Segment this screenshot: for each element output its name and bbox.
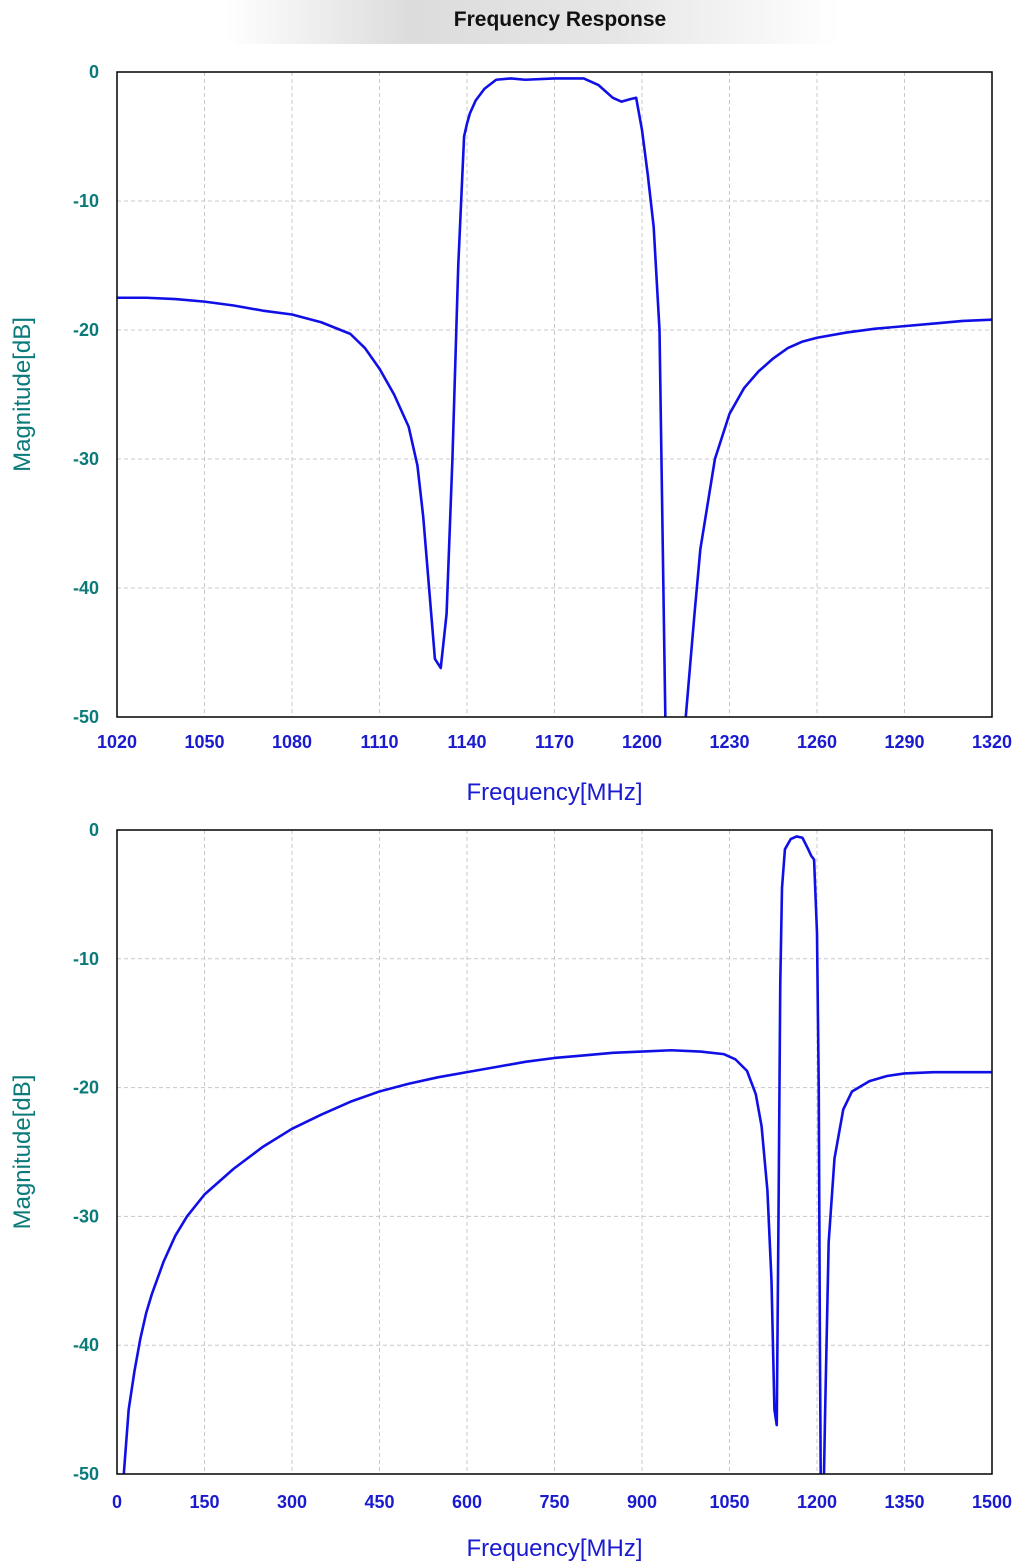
- x-tick-label: 1140: [447, 732, 486, 752]
- x-tick-label: 1050: [184, 732, 224, 752]
- x-tick-label: 450: [364, 1492, 394, 1512]
- x-tick-label: 750: [539, 1492, 569, 1512]
- y-tick-label: 0: [89, 820, 99, 840]
- chart-title: Frequency Response: [453, 8, 667, 31]
- x-tick-label: 1110: [360, 732, 398, 752]
- plot-frame: [116, 71, 993, 718]
- x-tick-label: 600: [452, 1492, 482, 1512]
- y-tick-label: -40: [73, 1335, 99, 1355]
- x-tick-label: 1050: [709, 1492, 749, 1512]
- x-axis-label: Frequency[MHz]: [466, 1535, 642, 1562]
- y-tick-label: -50: [73, 707, 99, 727]
- y-tick-label: -20: [73, 320, 99, 340]
- y-tick-label: -30: [73, 449, 99, 469]
- x-tick-label: 1260: [797, 732, 837, 752]
- series-line: [117, 77, 992, 717]
- title-bar: [0, 0, 1025, 44]
- series-line: [122, 835, 992, 1474]
- y-tick-label: -10: [73, 949, 99, 969]
- x-tick-label: 1200: [622, 732, 662, 752]
- x-tick-label: 1200: [797, 1492, 837, 1512]
- x-tick-label: 1500: [972, 1492, 1012, 1512]
- x-tick-label: 1020: [97, 732, 137, 752]
- plot-frame: [116, 829, 993, 1475]
- plot-2: 0 -10 -20 -30 -40 -50 0 150 300 450 600 750 900 1050 1…: [9, 820, 1012, 1562]
- y-tick-label: -30: [73, 1206, 99, 1226]
- x-tick-label: 1080: [272, 732, 312, 752]
- y-axis-label: Magnitude[dB]: [9, 317, 36, 472]
- y-tick-label: -40: [73, 578, 99, 598]
- y-tick-label: -50: [73, 1464, 99, 1484]
- x-tick-label: 1350: [884, 1492, 924, 1512]
- x-tick-label: 900: [627, 1492, 657, 1512]
- y-axis-label: Magnitude[dB]: [9, 1075, 36, 1230]
- x-axis-label: Frequency[MHz]: [466, 779, 642, 806]
- plot-1: 0 -10 -20 -30 -40 -50 1020 1050 1080 1110 1140 1170…: [9, 62, 1012, 806]
- x-tick-label: 1230: [709, 732, 749, 752]
- y-tick-label: 0: [89, 62, 99, 82]
- x-tick-label: 0: [112, 1492, 122, 1512]
- y-tick-label: -10: [73, 191, 99, 211]
- x-tick-label: 300: [277, 1492, 307, 1512]
- x-tick-label: 1290: [884, 732, 924, 752]
- x-tick-label: 150: [189, 1492, 219, 1512]
- x-tick-label: 1170: [535, 732, 574, 752]
- y-tick-label: -20: [73, 1078, 99, 1098]
- x-tick-label: 1320: [972, 732, 1012, 752]
